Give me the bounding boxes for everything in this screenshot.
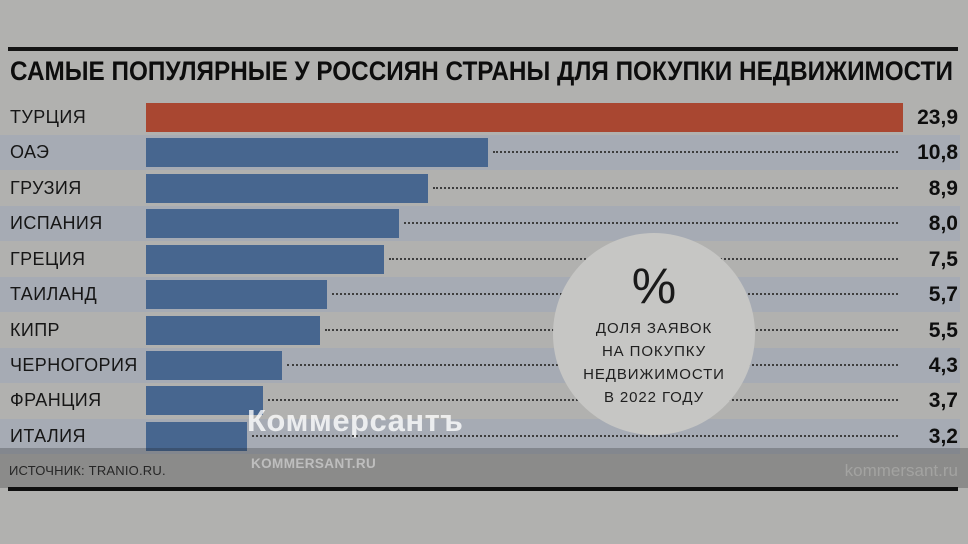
value-label: 10,8	[917, 141, 958, 165]
chart-title: САМЫЕ ПОПУЛЯРНЫЕ У РОССИЯН СТРАНЫ ДЛЯ ПО…	[10, 56, 953, 86]
value-bar	[146, 138, 488, 168]
chart-row: ГРЕЦИЯ 7,5	[0, 242, 960, 277]
kommersant-watermark: Коммерсантъ	[247, 403, 464, 438]
top-rule-divider	[8, 47, 958, 51]
footer-shade-strip	[0, 448, 968, 488]
chart-row: ГРУЗИЯ 8,9	[0, 171, 960, 206]
country-label: ГРУЗИЯ	[10, 177, 82, 198]
unit-note-circle: % ДОЛЯ ЗАЯВОК НА ПОКУПКУ НЕДВИЖИМОСТИ В …	[553, 233, 755, 435]
country-label: ГРЕЦИЯ	[10, 248, 86, 269]
chart-row: ФРАНЦИЯ 3,7	[0, 383, 960, 418]
unit-note-line: ДОЛЯ ЗАЯВОК	[595, 319, 713, 337]
value-bar	[146, 244, 384, 274]
bottom-rule-divider	[8, 487, 958, 491]
leader-dotted-line	[433, 186, 898, 189]
value-bar	[146, 386, 263, 416]
leader-dotted-line	[252, 434, 898, 437]
value-label: 5,5	[928, 318, 958, 342]
country-label: ИСПАНИЯ	[10, 213, 103, 234]
value-label: 5,7	[928, 283, 958, 307]
value-label: 4,3	[928, 353, 958, 377]
value-label: 3,2	[928, 424, 958, 448]
value-bar	[146, 103, 903, 132]
unit-note-line: НА ПОКУПКУ	[601, 342, 707, 360]
value-bar	[146, 280, 327, 310]
value-bar	[146, 350, 282, 380]
chart-row: КИПР 5,5	[0, 313, 960, 348]
value-bar	[146, 315, 320, 345]
chart-row: ТУРЦИЯ 23,9	[0, 100, 960, 135]
unit-note-line: НЕДВИЖИМОСТИ	[583, 365, 725, 383]
country-label: ЧЕРНОГОРИЯ	[10, 354, 138, 375]
country-label: ОАЭ	[10, 142, 50, 163]
value-label: 3,7	[928, 389, 958, 413]
country-label: ТАИЛАНД	[10, 284, 98, 305]
percent-symbol: %	[631, 257, 677, 314]
unit-note-line: В 2022 ГОДУ	[603, 388, 705, 406]
country-label: ФРАНЦИЯ	[10, 390, 102, 411]
leader-dotted-line	[404, 222, 898, 225]
source-credit: ИСТОЧНИК: TRANIO.RU.	[9, 463, 166, 478]
country-label: ИТАЛИЯ	[10, 425, 86, 446]
value-bar	[146, 421, 247, 451]
site-credit: kommersant.ru	[844, 461, 958, 480]
value-bar	[146, 209, 399, 239]
value-label: 8,9	[928, 176, 958, 200]
country-label: ТУРЦИЯ	[10, 107, 87, 127]
leader-dotted-line	[493, 151, 898, 154]
country-label: КИПР	[10, 319, 60, 340]
value-label: 7,5	[928, 247, 958, 271]
value-bar	[146, 173, 428, 203]
value-label: 8,0	[928, 212, 958, 236]
kommersant-url-watermark: KOMMERSANT.RU	[251, 456, 377, 471]
value-label: 23,9	[917, 106, 958, 129]
